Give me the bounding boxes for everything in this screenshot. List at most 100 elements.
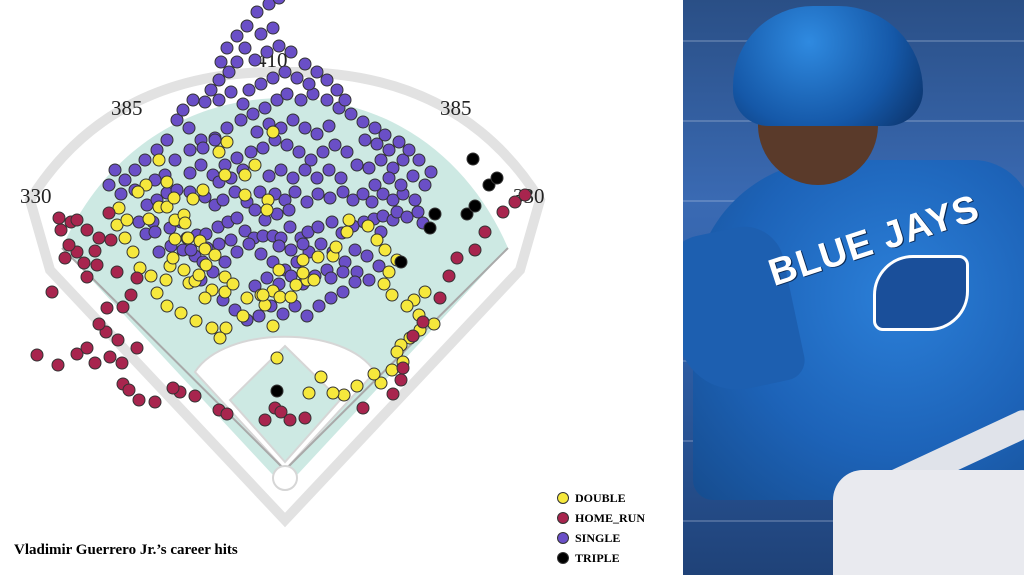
legend-item-single: SINGLE [557, 528, 645, 548]
chart-caption: Vladimir Guerrero Jr.’s career hits [14, 542, 238, 558]
hit-point-single [316, 145, 330, 159]
right-foul-line [284, 247, 509, 471]
hit-point-double [370, 233, 384, 247]
hit-point-single [374, 153, 388, 167]
hit-point-double [361, 219, 375, 233]
spray-chart-svg: 330 385 410 385 330 [20, 0, 546, 528]
hit-point-single [254, 247, 268, 261]
hit-point-double [198, 242, 212, 256]
hit-point-triple [428, 207, 442, 221]
hit-point-single [262, 0, 276, 11]
hit-point-single [350, 158, 364, 172]
player-photo: BLUE JAYS [683, 0, 1024, 575]
hit-point-single [310, 65, 324, 79]
hit-point-single [212, 93, 226, 107]
hit-point-double [382, 265, 396, 279]
legend: DOUBLE HOME_RUN SINGLE TRIPLE [557, 488, 645, 568]
hit-point-single [325, 215, 339, 229]
legend-swatch [557, 532, 569, 544]
hit-point-single [224, 85, 238, 99]
hit-point-double [400, 299, 414, 313]
hit-point-triple [394, 255, 408, 269]
hit-point-single [368, 121, 382, 135]
hit-point-single [252, 309, 266, 323]
hit-point-single [314, 237, 328, 251]
hit-point-home-run [396, 361, 410, 375]
hit-point-double [236, 309, 250, 323]
hit-point-double [326, 386, 340, 400]
hit-point-double [189, 314, 203, 328]
hit-point-single [322, 119, 336, 133]
hit-point-single [246, 107, 260, 121]
left-foul-line [61, 247, 286, 471]
hit-point-single [183, 166, 197, 180]
hit-point-home-run [468, 243, 482, 257]
hit-point-single [248, 53, 262, 67]
hit-point-single [194, 158, 208, 172]
hit-point-triple [270, 384, 284, 398]
hit-point-double [198, 291, 212, 305]
hit-point-triple [423, 221, 437, 235]
hit-point-single [230, 55, 244, 69]
hit-point-single [348, 243, 362, 257]
hit-point-double [142, 212, 156, 226]
hit-point-single [406, 169, 420, 183]
hit-point-single [230, 151, 244, 165]
hit-point-home-run [104, 233, 118, 247]
hit-point-double [199, 258, 213, 272]
hit-point-home-run [508, 195, 522, 209]
hit-point-home-run [58, 251, 72, 265]
legend-label: HOME_RUN [575, 510, 645, 525]
hit-point-single [382, 143, 396, 157]
hit-point-single [230, 245, 244, 259]
hit-point-double [167, 191, 181, 205]
hit-point-single [378, 128, 392, 142]
hit-point-single [300, 195, 314, 209]
hit-point-double [166, 251, 180, 265]
hit-point-home-run [478, 225, 492, 239]
hit-point-single [214, 55, 228, 69]
hit-point-single [250, 5, 264, 19]
hit-point-double [218, 168, 232, 182]
hit-point-single [266, 71, 280, 85]
hit-point-single [346, 193, 360, 207]
hit-point-single [292, 145, 306, 159]
hit-point-double [374, 376, 388, 390]
hit-point-single [242, 237, 256, 251]
hit-point-single [320, 93, 334, 107]
hit-point-double [238, 168, 252, 182]
hit-point-double [350, 379, 364, 393]
hit-point-single [280, 87, 294, 101]
hit-point-single [368, 178, 382, 192]
hit-point-double [367, 367, 381, 381]
hit-point-double [159, 273, 173, 287]
hit-point-single [370, 137, 384, 151]
hit-point-home-run [274, 405, 288, 419]
hit-point-double [256, 288, 270, 302]
hit-point-single [286, 171, 300, 185]
spray-chart: 330 385 410 385 330 DOUBLE HOME_RUN SINGLE… [14, 0, 645, 568]
hit-point-double [260, 203, 274, 217]
hit-point-double [213, 331, 227, 345]
hit-point-single [296, 237, 310, 251]
hit-point-single [234, 113, 248, 127]
legend-label: TRIPLE [575, 550, 620, 565]
hit-point-double [296, 266, 310, 280]
hit-point-single [272, 39, 286, 53]
hit-point-single [212, 73, 226, 87]
infield-diamond [228, 344, 342, 464]
hit-point-single [408, 193, 422, 207]
hit-point-single [212, 237, 226, 251]
hit-point-single [304, 153, 318, 167]
hit-point-double [220, 135, 234, 149]
hit-point-single [323, 191, 337, 205]
hit-point-double [329, 240, 343, 254]
hit-point-home-run [90, 258, 104, 272]
hit-point-single [254, 77, 268, 91]
hit-point-single [148, 225, 162, 239]
hit-point-home-run [258, 413, 272, 427]
hit-point-single [128, 163, 142, 177]
hit-point-double [337, 388, 351, 402]
hit-point-home-run [386, 387, 400, 401]
hit-point-home-run [356, 401, 370, 415]
